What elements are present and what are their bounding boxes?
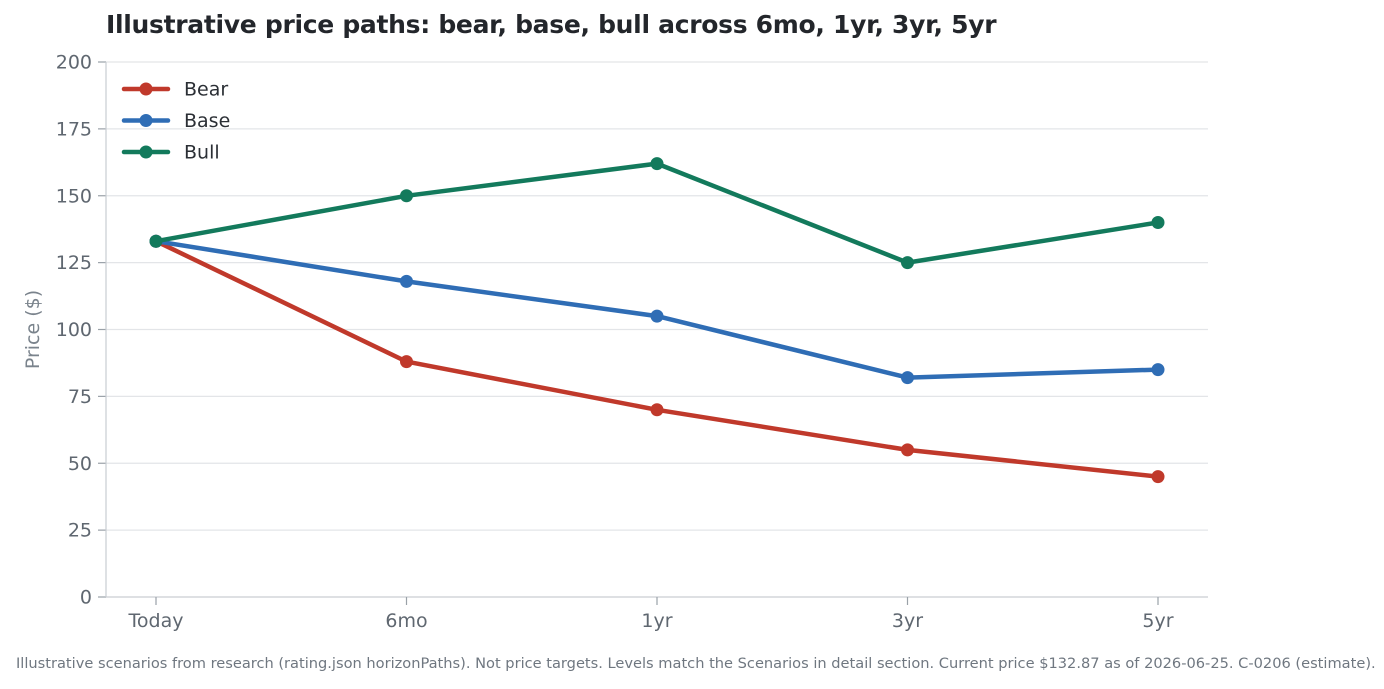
data-point-bear	[650, 403, 664, 417]
y-tick-label: 50	[68, 453, 92, 475]
series	[149, 157, 1165, 484]
x-tick-label: 1yr	[641, 610, 672, 632]
series-line-base	[153, 238, 1161, 380]
legend[interactable]: Bear Base Bull	[121, 79, 230, 164]
footnote: Illustrative scenarios from research (ra…	[16, 655, 1376, 672]
legend-marker-base	[139, 114, 153, 127]
data-point-bull	[650, 157, 664, 171]
data-point-base	[1151, 363, 1165, 377]
legend-marker-bear	[139, 82, 153, 96]
series-bull	[149, 157, 1165, 270]
y-tick-label: 150	[56, 185, 92, 207]
axes	[98, 61, 1208, 605]
y-tick-label: 200	[56, 52, 92, 74]
y-tick-label: 175	[56, 118, 92, 140]
x-tick-label: 5yr	[1142, 610, 1173, 632]
data-point-base	[400, 274, 413, 288]
line-chart: 0 25 50 75 100 125 150 175 200 Today 6mo 1yr 3yr 5yr…	[22, 52, 1208, 632]
y-tick-label: 100	[56, 319, 92, 341]
series-line-bear	[153, 238, 1161, 479]
x-tick-label: 6mo	[385, 610, 427, 632]
series-bear	[149, 234, 1165, 484]
data-point-bull	[901, 256, 914, 270]
legend-item-base[interactable]: Base	[121, 110, 230, 132]
legend-item-bear[interactable]: Bear	[121, 79, 228, 101]
data-point-base	[650, 309, 664, 323]
data-point-bull	[400, 189, 413, 203]
data-point-bull	[149, 234, 163, 248]
x-tick-label: 3yr	[892, 610, 923, 632]
legend-label-bull: Bull	[184, 142, 220, 164]
data-point-bear	[1151, 470, 1165, 484]
gridlines	[106, 61, 1208, 531]
data-point-bear	[400, 355, 413, 369]
legend-label-bear: Bear	[184, 79, 228, 101]
y-tick-label: 75	[68, 386, 92, 408]
x-tick-labels: Today 6mo 1yr 3yr 5yr	[128, 610, 1174, 632]
x-tick-label: Today	[128, 610, 184, 632]
y-axis-title: Price ($)	[22, 290, 44, 369]
y-tick-label: 25	[68, 520, 92, 542]
data-point-bull	[1151, 216, 1165, 229]
series-line-bull	[153, 161, 1161, 265]
data-point-bear	[901, 443, 914, 457]
y-tick-label: 125	[56, 252, 92, 274]
legend-marker-bull	[139, 145, 153, 159]
chart-title: Illustrative price paths: bear, base, bu…	[106, 10, 997, 39]
y-tick-label: 0	[80, 587, 92, 609]
legend-label-base: Base	[184, 110, 230, 132]
legend-item-bull[interactable]: Bull	[121, 142, 220, 164]
y-tick-labels: 0 25 50 75 100 125 150 175 200	[56, 52, 92, 609]
data-point-base	[901, 371, 914, 385]
